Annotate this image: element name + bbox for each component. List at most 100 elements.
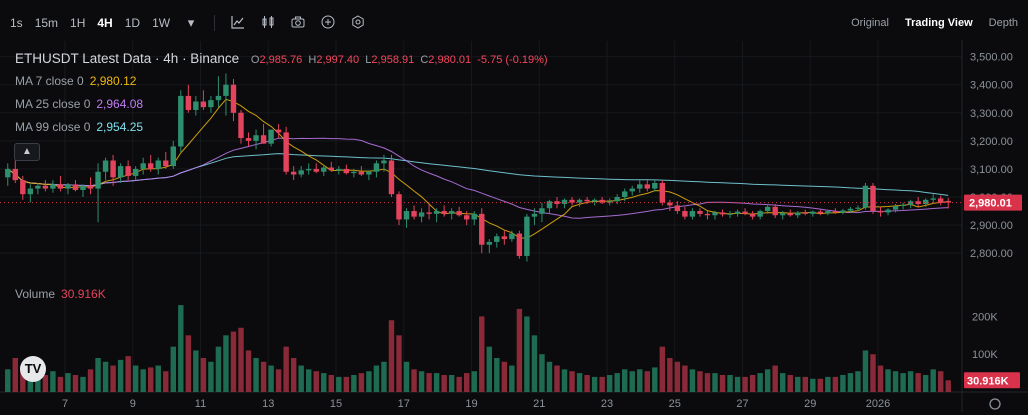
tab-trading-view[interactable]: Trading View <box>904 17 973 29</box>
candle-body <box>27 188 34 195</box>
volume-bar <box>652 367 658 392</box>
candle-body <box>223 84 229 96</box>
volume-bar <box>569 371 575 392</box>
ma7-label: MA 7 close 0 <box>15 74 84 88</box>
timeframe-1w[interactable]: 1W <box>152 16 171 30</box>
volume-bar <box>938 371 944 392</box>
volume-bar <box>509 365 515 392</box>
time-tick-label: 15 <box>330 398 342 410</box>
candle-body <box>358 171 365 175</box>
add-icon[interactable] <box>313 15 343 32</box>
volume-bar <box>27 373 34 392</box>
volume-bar <box>644 371 650 392</box>
candle-body <box>290 171 297 175</box>
volume-bar <box>817 378 824 392</box>
ohlc-open: 2,985.76 <box>259 54 303 66</box>
volume-bar <box>719 375 726 392</box>
tradingview-logo-icon: TV <box>20 356 46 382</box>
candle-body <box>764 206 771 212</box>
candle-body <box>855 207 861 209</box>
collapse-legend-button[interactable]: ▲ <box>14 143 40 161</box>
volume-bar <box>877 365 884 392</box>
volume-bar <box>351 375 357 392</box>
candle-body <box>674 205 681 212</box>
indicators-icon[interactable] <box>223 15 253 32</box>
price-chart[interactable]: 3,500.00 3,400.00 3,300.00 3,200.00 3,100.00… <box>0 40 1028 415</box>
volume-bar <box>132 365 139 392</box>
volume-bar <box>298 365 304 392</box>
timeframe-4h[interactable]: 4H <box>97 16 113 30</box>
volume-bar <box>689 369 696 392</box>
chevron-down-icon[interactable]: ▾ <box>187 15 195 30</box>
volume-bar <box>163 371 169 392</box>
volume-bar <box>5 369 11 392</box>
candle-body <box>622 191 628 197</box>
candle-body <box>561 199 568 205</box>
volume-bar <box>524 316 530 392</box>
volume-bar <box>704 373 711 392</box>
candle-body <box>772 206 778 216</box>
axis-settings-icon[interactable] <box>989 398 1001 410</box>
volume-bar <box>546 361 553 392</box>
candle-body <box>433 211 440 214</box>
volume-bar <box>148 367 154 392</box>
volume-bar <box>840 375 846 392</box>
candle-body <box>749 213 756 217</box>
volume-bar <box>102 361 109 392</box>
volume-bar <box>65 373 71 392</box>
candle-body <box>5 168 11 178</box>
tab-original[interactable]: Original <box>851 17 889 29</box>
candle-body <box>448 211 455 214</box>
candle-body <box>712 212 718 216</box>
ma99-legend: MA 99 close 0 2,954.25 <box>15 120 143 134</box>
volume-bar <box>531 335 538 392</box>
camera-icon[interactable] <box>283 15 313 32</box>
timeframe-1s[interactable]: 1s <box>10 16 23 30</box>
candle-body <box>682 211 688 217</box>
timeframe-15m[interactable]: 15m <box>34 16 59 30</box>
volume-bar <box>253 358 259 392</box>
tab-depth[interactable]: Depth <box>988 17 1018 29</box>
volume-bar <box>855 371 861 392</box>
volume-bar <box>915 373 921 392</box>
volume-bar <box>306 369 312 392</box>
volume-bar <box>42 375 49 392</box>
candle-body <box>12 168 18 181</box>
candle-body <box>208 100 214 108</box>
timeframe-1d[interactable]: 1D <box>124 16 141 30</box>
candle-body <box>388 160 395 195</box>
candle-style-icon[interactable] <box>253 15 283 32</box>
volume-bar <box>110 365 116 392</box>
candle-body <box>945 200 951 203</box>
volume-bar <box>403 361 410 392</box>
volume-bar <box>795 376 801 392</box>
candle-body <box>697 211 703 214</box>
candle-body <box>178 95 184 147</box>
candle-body <box>938 198 944 203</box>
volume-bar <box>328 375 334 392</box>
candle-body <box>479 213 485 245</box>
volume-bar <box>727 375 733 392</box>
settings-icon[interactable] <box>343 14 373 32</box>
volume-bar <box>697 371 703 392</box>
volume-bar <box>584 375 590 392</box>
volume-bar <box>433 373 440 392</box>
candle-body <box>441 211 447 214</box>
ma99-value: 2,954.25 <box>96 120 144 134</box>
candle-body <box>471 213 477 220</box>
candle-body <box>832 211 839 213</box>
timeframe-1h[interactable]: 1H <box>70 16 86 30</box>
ma99-label: MA 99 close 0 <box>15 120 91 134</box>
candle-body <box>170 146 176 167</box>
candle-body <box>230 84 237 113</box>
ohlc-close: 2,980.01 <box>428 54 472 66</box>
volume-bar <box>238 327 244 392</box>
ma25-legend: MA 25 close 0 2,964.08 <box>15 97 143 111</box>
volume-bar <box>366 371 372 392</box>
time-tick-label: 17 <box>398 398 410 410</box>
volume-bar <box>200 358 207 392</box>
price-tick-label: 3,200.00 <box>970 136 1013 148</box>
candle-body <box>644 184 650 189</box>
candle-body <box>757 211 763 217</box>
time-tick-label: 19 <box>465 398 477 410</box>
